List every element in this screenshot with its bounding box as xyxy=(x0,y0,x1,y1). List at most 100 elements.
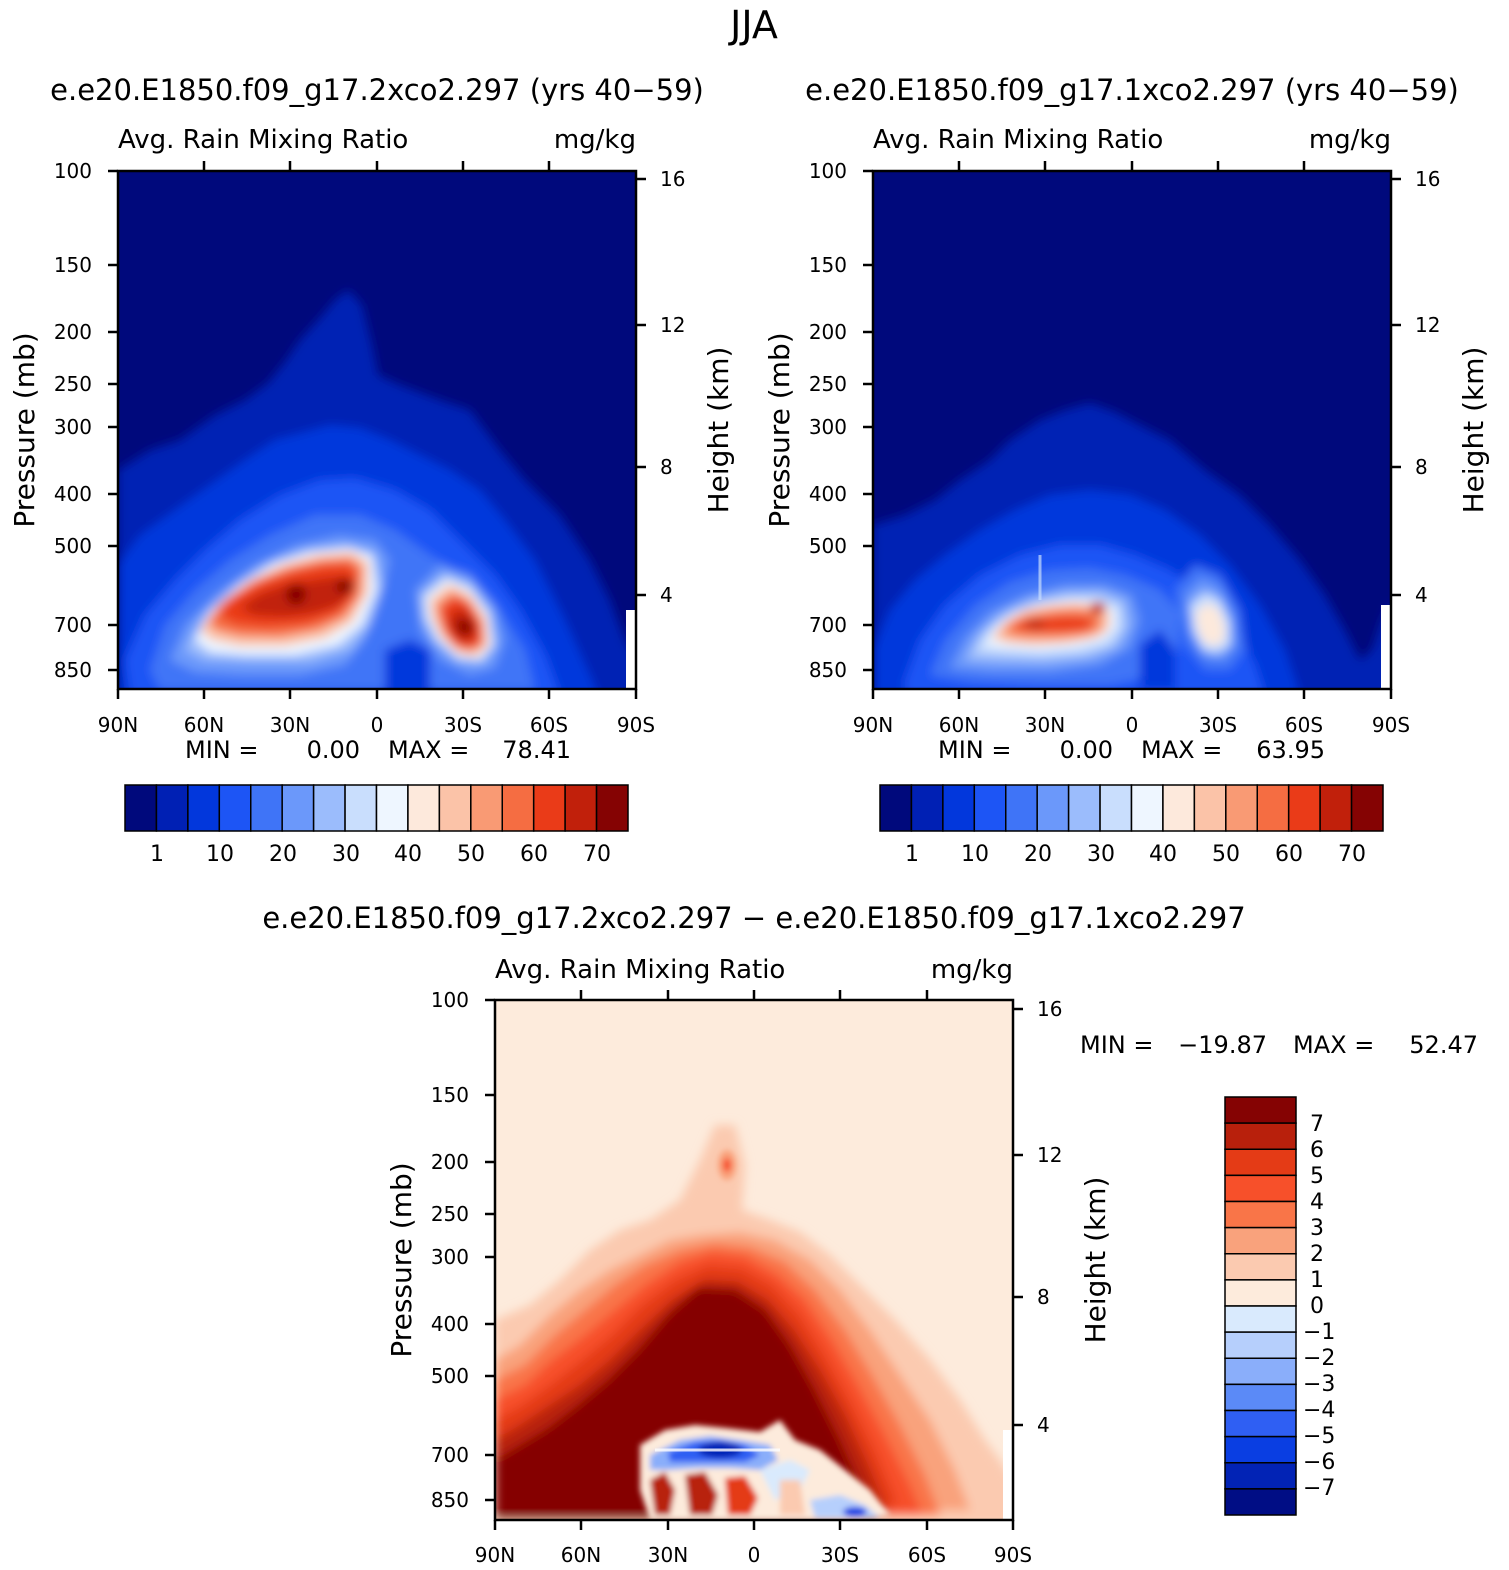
panel-diff-y-ticklabels: 100 150 200 250 300 400 500 700 850 xyxy=(431,988,469,1512)
panel-2-colorbar-swatch xyxy=(910,784,944,832)
svg-text:100: 100 xyxy=(431,988,469,1012)
svg-text:90S: 90S xyxy=(994,1543,1032,1567)
svg-text:60S: 60S xyxy=(1285,713,1323,737)
svg-text:100: 100 xyxy=(809,159,847,183)
panel-diff-title: e.e20.E1850.f09_g17.2xco2.297 − e.e20.E1… xyxy=(262,901,1245,935)
panel-1-colorbar-swatch xyxy=(595,784,629,832)
svg-text:3: 3 xyxy=(1310,1216,1324,1241)
svg-text:0: 0 xyxy=(748,1543,761,1567)
svg-text:MIN =: MIN = xyxy=(938,736,1011,764)
panel-diff-colorbar-labels: 7 6 5 4 3 2 1 0 −1 −2 −3 −4 −5 −6 −7 xyxy=(1303,1112,1335,1501)
panel-2-colorbar-labels: 1 10 20 30 40 50 60 70 xyxy=(905,842,1366,867)
svg-text:90N: 90N xyxy=(853,713,893,737)
panel-diff-colorbar-swatch xyxy=(1224,1331,1297,1359)
svg-text:52.47: 52.47 xyxy=(1409,1031,1478,1059)
svg-text:−4: −4 xyxy=(1303,1398,1335,1423)
figure-title: JJA xyxy=(728,3,778,47)
panel-2-colorbar-swatch xyxy=(1287,784,1321,832)
svg-text:0.00: 0.00 xyxy=(1060,736,1113,764)
svg-text:5: 5 xyxy=(1310,1164,1324,1189)
panel-diff-colorbar-swatch xyxy=(1224,1409,1297,1438)
svg-text:20: 20 xyxy=(269,842,297,867)
svg-text:60N: 60N xyxy=(184,713,224,737)
svg-text:700: 700 xyxy=(431,1443,469,1467)
panel-diff-colorbar-swatch xyxy=(1224,1200,1297,1229)
panel-diff-colorbar-swatch xyxy=(1224,1462,1297,1490)
panel-1-colorbar-swatch xyxy=(501,784,535,832)
svg-text:12: 12 xyxy=(660,313,685,337)
panel-diff-colorbar-swatch xyxy=(1224,1226,1297,1255)
panel-1-colorbar-swatch xyxy=(375,784,409,832)
svg-text:400: 400 xyxy=(431,1312,469,1336)
svg-text:70: 70 xyxy=(583,842,611,867)
svg-text:250: 250 xyxy=(809,372,847,396)
svg-text:0: 0 xyxy=(1310,1294,1324,1319)
svg-text:90N: 90N xyxy=(98,713,138,737)
panel-2-title: e.e20.E1850.f09_g17.1xco2.297 (yrs 40−59… xyxy=(805,73,1459,107)
panel-2-colorbar-swatch xyxy=(1256,784,1290,832)
panel-1-colorbar-swatch xyxy=(438,784,472,832)
svg-text:40: 40 xyxy=(1149,842,1177,867)
svg-text:6: 6 xyxy=(1310,1138,1324,1163)
svg-text:30S: 30S xyxy=(444,713,482,737)
panel-2-ticks xyxy=(863,161,1401,699)
panel-1-colorbar-swatch xyxy=(564,784,598,832)
panel-diff-x-ticklabels: 90N 60N 30N 0 30S 60S 90S xyxy=(475,1543,1032,1567)
panel-diff-colorbar-swatch xyxy=(1224,1383,1297,1412)
panel-2: e.e20.E1850.f09_g17.1xco2.297 (yrs 40−59… xyxy=(763,73,1490,867)
svg-text:30N: 30N xyxy=(270,713,310,737)
svg-text:16: 16 xyxy=(1037,997,1062,1021)
panel-2-height-ticklabels: 16 12 8 4 xyxy=(1415,167,1440,607)
svg-text:60S: 60S xyxy=(908,1543,946,1567)
svg-text:2: 2 xyxy=(1310,1242,1324,1267)
svg-text:4: 4 xyxy=(660,583,673,607)
panel-diff-colorbar-swatch xyxy=(1224,1253,1297,1281)
svg-text:60: 60 xyxy=(1275,842,1303,867)
svg-text:−19.87: −19.87 xyxy=(1178,1031,1267,1059)
svg-text:−5: −5 xyxy=(1303,1424,1335,1449)
svg-text:MAX =: MAX = xyxy=(388,736,469,764)
panel-diff-colorbar-swatch xyxy=(1224,1357,1297,1386)
panel-diff-colorbar-swatch xyxy=(1224,1435,1297,1464)
svg-text:1: 1 xyxy=(905,842,919,867)
svg-text:150: 150 xyxy=(809,253,847,277)
svg-text:60: 60 xyxy=(520,842,548,867)
panel-2-colorbar-swatch xyxy=(879,784,913,832)
svg-text:150: 150 xyxy=(54,253,92,277)
panel-1-ylabel: Pressure (mb) xyxy=(8,332,41,527)
svg-text:−7: −7 xyxy=(1303,1476,1335,1501)
panel-diff-colorbar-swatch xyxy=(1224,1148,1297,1177)
panel-2-colorbar-swatch xyxy=(973,784,1007,832)
panel-diff-colorbar-swatch xyxy=(1224,1096,1297,1124)
svg-text:−6: −6 xyxy=(1303,1450,1335,1475)
panel-diff-height-ticklabels: 16 12 8 4 xyxy=(1037,997,1062,1437)
svg-text:200: 200 xyxy=(431,1150,469,1174)
svg-text:500: 500 xyxy=(809,534,847,558)
panel-2-colorbar xyxy=(879,784,1384,832)
panel-1-y-ticklabels: 100 150 200 250 300 400 500 700 850 xyxy=(54,159,92,682)
svg-text:0: 0 xyxy=(1126,713,1139,737)
svg-text:500: 500 xyxy=(54,534,92,558)
panel-2-colorbar-swatch xyxy=(1067,784,1101,832)
panel-2-colorbar-swatch xyxy=(1130,784,1164,832)
svg-text:30S: 30S xyxy=(821,1543,859,1567)
svg-text:MAX =: MAX = xyxy=(1141,736,1222,764)
svg-text:12: 12 xyxy=(1415,313,1440,337)
svg-text:20: 20 xyxy=(1024,842,1052,867)
panel-2-colorbar-swatch xyxy=(1350,784,1384,832)
panel-1-colorbar-swatch xyxy=(532,784,566,832)
svg-text:30: 30 xyxy=(1087,842,1115,867)
panel-1-colorbar-swatch xyxy=(470,784,503,832)
svg-text:60S: 60S xyxy=(530,713,568,737)
panel-1: e.e20.E1850.f09_g17.2xco2.297 (yrs 40−59… xyxy=(8,73,735,867)
svg-text:1: 1 xyxy=(1310,1268,1324,1293)
panel-2-colorbar-swatch xyxy=(942,784,976,832)
panel-2-variable: Avg. Rain Mixing Ratio xyxy=(873,125,1163,155)
svg-text:−1: −1 xyxy=(1303,1320,1335,1345)
panel-2-colorbar-swatch xyxy=(1036,784,1070,832)
svg-text:400: 400 xyxy=(54,482,92,506)
panel-diff-field xyxy=(495,1000,1013,1520)
svg-text:12: 12 xyxy=(1037,1143,1062,1167)
svg-text:10: 10 xyxy=(206,842,234,867)
panel-diff: e.e20.E1850.f09_g17.2xco2.297 − e.e20.E1… xyxy=(262,901,1478,1567)
